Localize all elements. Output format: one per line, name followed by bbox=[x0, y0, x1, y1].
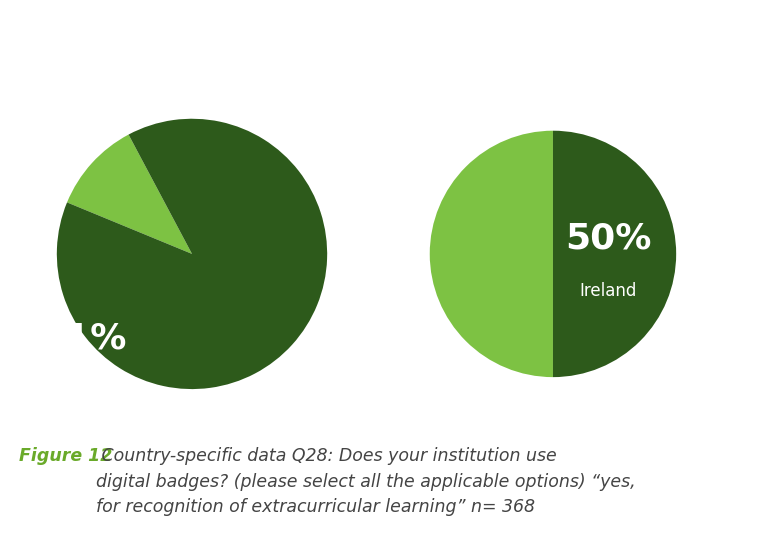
Text: EHEA
average: EHEA average bbox=[50, 367, 118, 411]
Text: USE OF DIGITAL BADGES TO RECOGNISE EXTRA CURRICULAR LEARNING: USE OF DIGITAL BADGES TO RECOGNISE EXTRA… bbox=[27, 41, 637, 56]
Text: Figure 12: Figure 12 bbox=[19, 447, 113, 465]
Wedge shape bbox=[553, 131, 676, 377]
Wedge shape bbox=[57, 119, 327, 389]
Wedge shape bbox=[430, 131, 553, 377]
Text: 11%: 11% bbox=[41, 321, 127, 355]
Text: Country-specific data Q28: Does your institution use
digital badges? (please sel: Country-specific data Q28: Does your ins… bbox=[96, 447, 636, 516]
Text: 50%: 50% bbox=[565, 221, 651, 255]
Wedge shape bbox=[67, 134, 192, 254]
Text: Ireland: Ireland bbox=[580, 282, 637, 300]
